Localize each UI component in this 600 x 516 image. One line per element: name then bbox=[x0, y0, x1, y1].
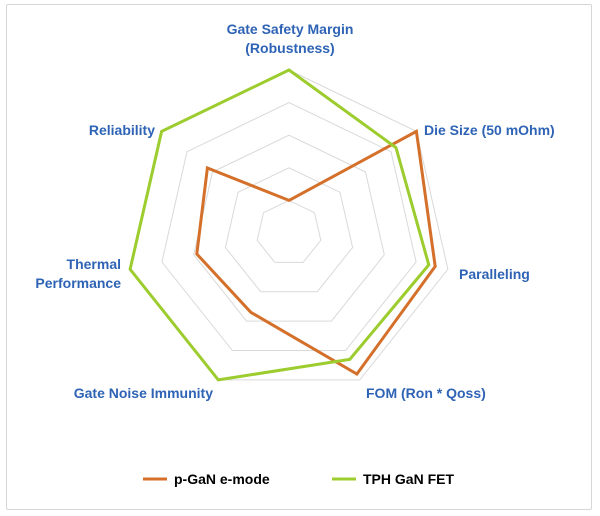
axis-label-6: Performance bbox=[35, 275, 121, 291]
series-line-1 bbox=[195, 129, 437, 376]
axis-label-6: Thermal bbox=[67, 256, 121, 272]
axis-label-1: Gate Safety Margin bbox=[227, 21, 354, 37]
axis-label-7: Reliability bbox=[89, 122, 155, 138]
legend-label-1: p-GaN e-mode bbox=[174, 471, 270, 487]
legend-label-2: TPH GaN FET bbox=[363, 471, 454, 487]
grid-ring-4 bbox=[161, 102, 417, 351]
grid-ring-1 bbox=[256, 199, 322, 263]
axis-label-5: Gate Noise Immunity bbox=[74, 385, 213, 401]
axis-label-2: Die Size (50 mOhm) bbox=[424, 122, 555, 138]
grid-ring-3 bbox=[193, 134, 385, 322]
grid-ring-2 bbox=[224, 167, 354, 293]
radar-series bbox=[128, 68, 437, 382]
axis-label-1: (Robustness) bbox=[245, 40, 334, 56]
axis-label-3: Paralleling bbox=[459, 266, 530, 282]
legend: p-GaN e-mode TPH GaN FET bbox=[143, 471, 454, 487]
axis-label-4: FOM (Ron * Qoss) bbox=[366, 385, 486, 401]
chart-frame bbox=[6, 4, 592, 510]
axis-labels: Gate Safety Margin (Robustness) Die Size (… bbox=[35, 21, 554, 401]
series-line-2 bbox=[128, 68, 431, 382]
